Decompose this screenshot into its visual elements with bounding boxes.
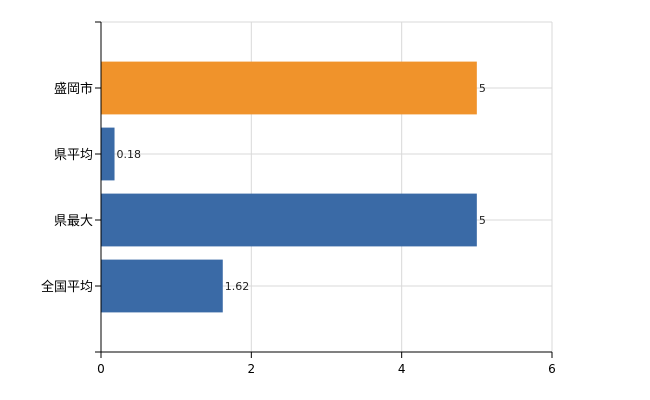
bars [101, 61, 477, 313]
category-label: 県平均 [54, 148, 93, 163]
bar-value-label: 0.18 [117, 148, 142, 161]
x-tick-label: 6 [548, 362, 556, 376]
x-tick-label: 2 [248, 362, 256, 376]
x-tick-label: 4 [398, 362, 406, 376]
x-axis-ticks: 0 2 4 6 [95, 21, 556, 376]
x-tick-label: 0 [97, 362, 105, 376]
category-label: 全国平均 [41, 279, 93, 295]
value-labels: 5 0.18 5 1.62 [117, 82, 486, 293]
bar-value-label: 5 [479, 214, 486, 227]
bar [101, 127, 115, 181]
category-label: 県最大 [54, 214, 93, 229]
axes [100, 22, 552, 353]
bar [101, 193, 477, 247]
bar [101, 61, 477, 115]
bar [101, 259, 223, 313]
bar-value-label: 1.62 [225, 280, 250, 293]
bar-value-label: 5 [479, 82, 486, 95]
category-label: 盛岡市 [54, 81, 93, 97]
